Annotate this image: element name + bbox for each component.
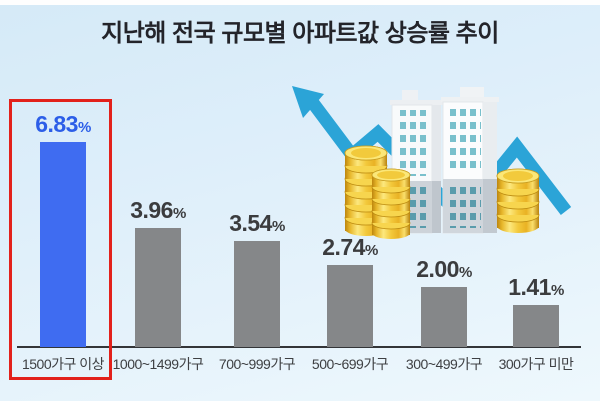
- bar: [234, 241, 280, 347]
- bar: [327, 265, 373, 347]
- highlight-box: [9, 99, 112, 380]
- bar-value-label: 6.83%: [35, 111, 91, 137]
- bar: [421, 287, 467, 347]
- top-edge-strip: [0, 0, 600, 5]
- bar-value-label: 3.96%: [130, 197, 186, 223]
- x-axis-line: [17, 346, 581, 348]
- bar: [40, 142, 86, 347]
- bar-category-label: 500~699가구: [311, 356, 389, 372]
- apartment-buildings-icon: [390, 87, 499, 234]
- buildings-coins-trend-arrow-illustration: [292, 86, 572, 239]
- bar-category-label: 300가구 미만: [498, 356, 574, 372]
- bar-value-label: 3.54%: [229, 210, 285, 236]
- bar-category-label: 700~999가구: [218, 356, 296, 372]
- bar-category-label: 1000~1499가구: [112, 356, 204, 372]
- bar-value-label: 2.74%: [322, 234, 378, 260]
- bar: [135, 228, 181, 347]
- bar-category-label: 1500가구 이상: [21, 356, 105, 372]
- bar: [513, 305, 559, 347]
- bar-value-label: 2.00%: [416, 256, 472, 282]
- gold-coin-stacks-icon: [344, 145, 540, 239]
- bar-value-label: 1.41%: [508, 274, 564, 300]
- chart-title: 지난해 전국 규모별 아파트값 상승률 추이: [101, 20, 499, 47]
- bar-category-label: 300~499가구: [405, 356, 483, 372]
